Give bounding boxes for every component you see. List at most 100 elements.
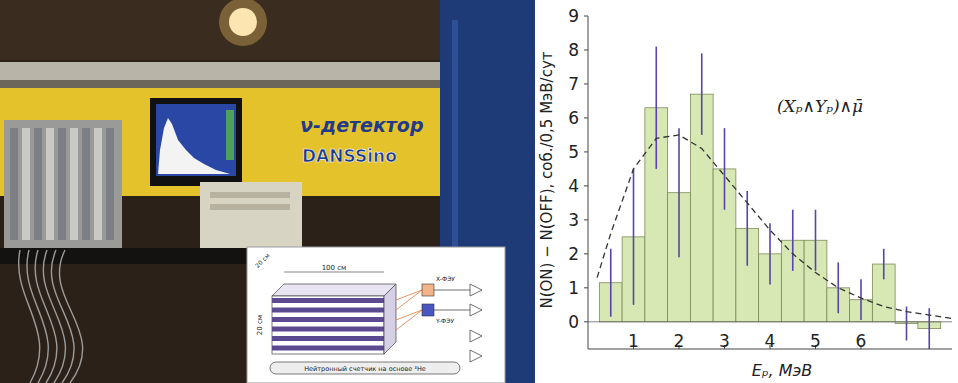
x-tick-label: 3 — [719, 331, 730, 351]
amplifiers — [470, 330, 482, 362]
cable — [59, 250, 82, 383]
crate-module — [82, 128, 90, 240]
inset-label: Y-ФЭУ — [435, 317, 454, 324]
y-axis-line — [588, 16, 589, 349]
y-tick-label: 8 — [568, 40, 579, 60]
crate-module — [106, 128, 114, 240]
figure: ν-детектор DANSSino 100 см 20 см 20 см X-ФЭУ Y… — [0, 0, 958, 383]
cable — [27, 250, 48, 383]
scintillator-layer — [272, 336, 384, 341]
fit-curve — [597, 135, 952, 318]
crate-module — [22, 128, 30, 240]
computer-slot — [210, 204, 290, 210]
chart-background — [540, 0, 958, 383]
y-tick — [584, 49, 588, 50]
plot-area — [597, 47, 952, 349]
block-front — [272, 296, 384, 354]
amplifiers — [434, 284, 482, 316]
y-tick — [584, 16, 588, 17]
scintillator-layer — [272, 317, 384, 322]
banner-name: DANSSino — [302, 146, 397, 166]
inset-label: X-ФЭУ — [436, 275, 455, 282]
scintillator-layer — [272, 308, 384, 313]
y-tick-label: 1 — [568, 278, 579, 298]
y-tick-label: 5 — [568, 142, 579, 162]
monitor — [150, 98, 242, 186]
error-bar — [701, 53, 703, 135]
cable — [43, 250, 65, 383]
inset-frame — [247, 247, 505, 383]
crate-module — [58, 128, 66, 240]
chart: 0123456789123456Eₚ, МэВN(ON) − N(OFF), с… — [538, 0, 958, 383]
error-bar — [769, 223, 771, 284]
y-tick — [584, 219, 588, 220]
y-tick-label: 4 — [568, 176, 579, 196]
top-shelf — [0, 62, 445, 80]
cable — [35, 250, 57, 383]
cable — [51, 250, 74, 383]
error-bar — [837, 262, 839, 313]
inset-label: 20 см — [256, 315, 264, 335]
inset-label: 20 см — [254, 252, 271, 269]
x-tick-label: 5 — [810, 331, 821, 351]
block-side — [384, 284, 396, 354]
crate-module — [70, 128, 78, 240]
error-bar — [815, 210, 817, 271]
cable — [19, 250, 40, 383]
screen-bar — [226, 110, 234, 160]
inset-label: 100 см — [322, 264, 347, 272]
bars — [599, 94, 940, 328]
scintillator-layer — [272, 346, 384, 351]
annotation: (Xₚ∧Yₚ)∧μ̄ — [777, 96, 863, 116]
zero-line — [588, 321, 952, 322]
electronics-crate — [4, 120, 122, 248]
y-tick — [584, 185, 588, 186]
fibers — [396, 290, 422, 330]
error-bar — [724, 128, 726, 210]
y-tick-label: 2 — [568, 244, 579, 264]
error-bar — [860, 279, 862, 320]
crate-module — [46, 128, 54, 240]
x-axis-label: Eₚ, МэВ — [752, 361, 813, 380]
computer-slot — [210, 192, 290, 198]
photo-background — [0, 0, 535, 383]
inset-diagram: 100 см 20 см 20 см X-ФЭУ Y-ФЭУ Нейтронный сче… — [247, 247, 505, 383]
photo: ν-детектор DANSSino 100 см 20 см 20 см X-ФЭУ Y… — [0, 0, 535, 383]
y-tick — [584, 321, 588, 322]
x-tick-label: 1 — [628, 331, 639, 351]
y-tick-label: 9 — [568, 6, 579, 26]
error-bar — [792, 210, 794, 271]
x-tick-label: 4 — [765, 331, 776, 351]
y-tick — [584, 83, 588, 84]
y-tick — [584, 151, 588, 152]
inset-label: Нейтронный счетчик на основе ³He — [304, 365, 426, 373]
y-tick — [584, 117, 588, 118]
banner-title: ν-детектор — [300, 114, 424, 136]
pmt-x — [422, 284, 434, 296]
axes: 0 1 2 3 4 5 6 7 8 9 1 2 3 4 5 6 — [568, 6, 952, 351]
block-top — [272, 284, 396, 296]
crate-module — [34, 128, 42, 240]
y-tick-label: 0 — [568, 312, 579, 332]
screen-spectrum — [158, 118, 230, 174]
error-bar — [883, 249, 885, 280]
error-bar — [610, 249, 612, 317]
error-bar — [633, 169, 635, 305]
x-tick-label: 6 — [856, 331, 867, 351]
y-tick — [584, 253, 588, 254]
y-tick-label: 6 — [568, 108, 579, 128]
error-bar — [678, 128, 680, 257]
x-tick-label: 2 — [674, 331, 685, 351]
y-tick-label: 3 — [568, 210, 579, 230]
y-tick — [584, 287, 588, 288]
computer — [200, 182, 302, 250]
pmt-y — [422, 304, 434, 316]
neutron-counter — [270, 362, 460, 374]
error-bar — [655, 47, 657, 169]
scintillator-layer — [272, 327, 384, 332]
crate-module — [10, 128, 18, 240]
monitor-screen — [156, 104, 236, 176]
top-shelf-edge — [0, 80, 445, 88]
scintillator-layer — [272, 298, 384, 303]
y-tick-label: 7 — [568, 74, 579, 94]
